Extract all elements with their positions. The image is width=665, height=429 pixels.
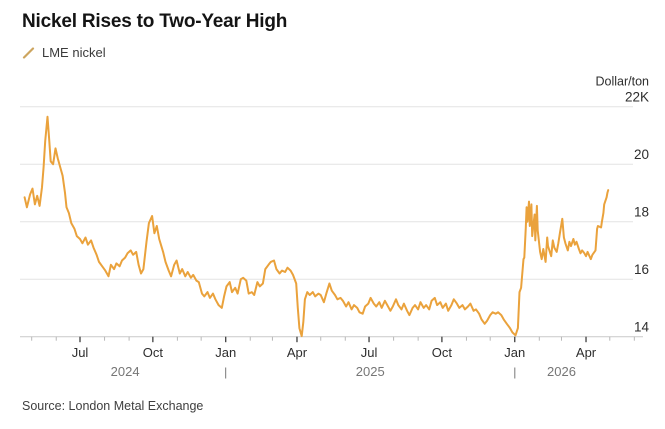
y-tick-label: 20 (634, 147, 649, 162)
price-line-group (23, 115, 610, 338)
x-tick-label: Oct (432, 345, 453, 360)
legend: LME nickel (22, 45, 106, 60)
source-note: Source: London Metal Exchange (22, 399, 204, 413)
year-separator: | (224, 365, 227, 379)
x-tick-label: Apr (287, 345, 308, 360)
year-separator: | (513, 365, 516, 379)
y-tick-label: 18 (634, 205, 649, 220)
x-tick-label: Jul (361, 345, 378, 360)
y-tick-label: 16 (634, 262, 649, 277)
legend-label: LME nickel (42, 45, 106, 60)
legend-line-marker-icon (22, 46, 35, 59)
year-label: 2025 (356, 364, 385, 379)
y-axis-unit-label: Dollar/ton (596, 75, 650, 89)
year-label: 2026 (547, 364, 576, 379)
x-tick-label: Oct (143, 345, 164, 360)
x-axis-labels: Jul Oct Jan Apr Jul Oct Jan Apr 2024 2025 2026 | | (72, 345, 597, 379)
x-tick-label: Jan (504, 345, 525, 360)
gridlines (20, 106, 633, 280)
y-tick-label: 22K (625, 90, 649, 105)
y-tick-label: 14 (634, 320, 650, 335)
x-tick-label: Jan (215, 345, 236, 360)
x-axis (20, 336, 643, 343)
x-tick-label: Jul (72, 345, 89, 360)
year-label: 2024 (111, 364, 140, 379)
x-tick-label: Apr (576, 345, 597, 360)
y-axis-labels: 22K 20 18 16 14 Dollar/ton (596, 75, 650, 335)
price-line (23, 115, 610, 338)
chart-title: Nickel Rises to Two-Year High (22, 11, 288, 32)
